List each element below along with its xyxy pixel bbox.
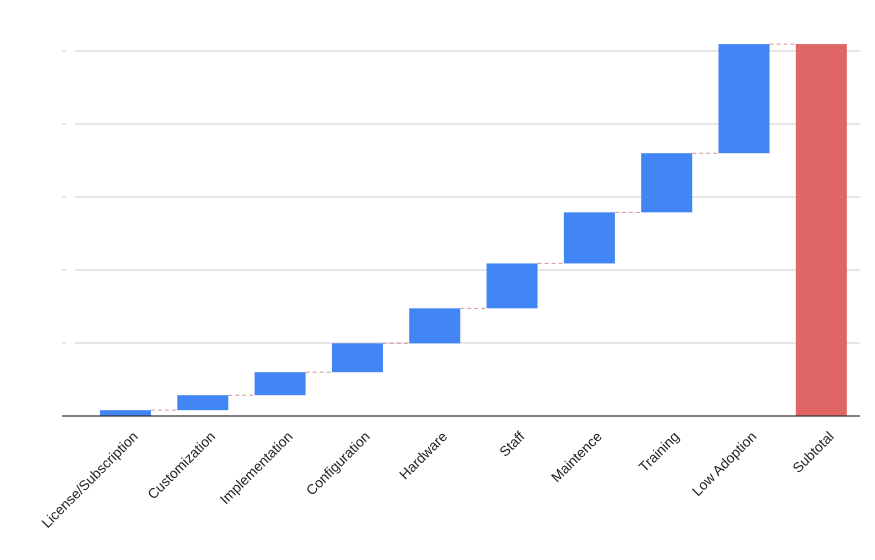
x-tick-label: Customization [144,428,218,502]
bar [486,263,538,309]
x-tick-label: Low Adoption [689,428,760,499]
x-tick-label: Implementation [217,428,296,507]
bar [718,44,770,154]
bar [641,153,693,213]
bar [254,372,306,396]
x-tick-label: Maintence [548,428,605,485]
x-tick-label: License/Subscription [38,428,141,531]
bar [563,212,615,264]
bar [177,395,229,411]
x-tick-label: Subtotal [789,428,837,476]
bar [409,308,461,344]
bar [331,343,383,373]
x-tick-label: Staff [496,428,528,460]
total-bar [795,44,847,416]
x-tick-label: Configuration [303,428,373,498]
x-tick-label: Training [635,428,682,475]
x-tick-label: Hardware [396,428,450,482]
bar [99,410,151,416]
